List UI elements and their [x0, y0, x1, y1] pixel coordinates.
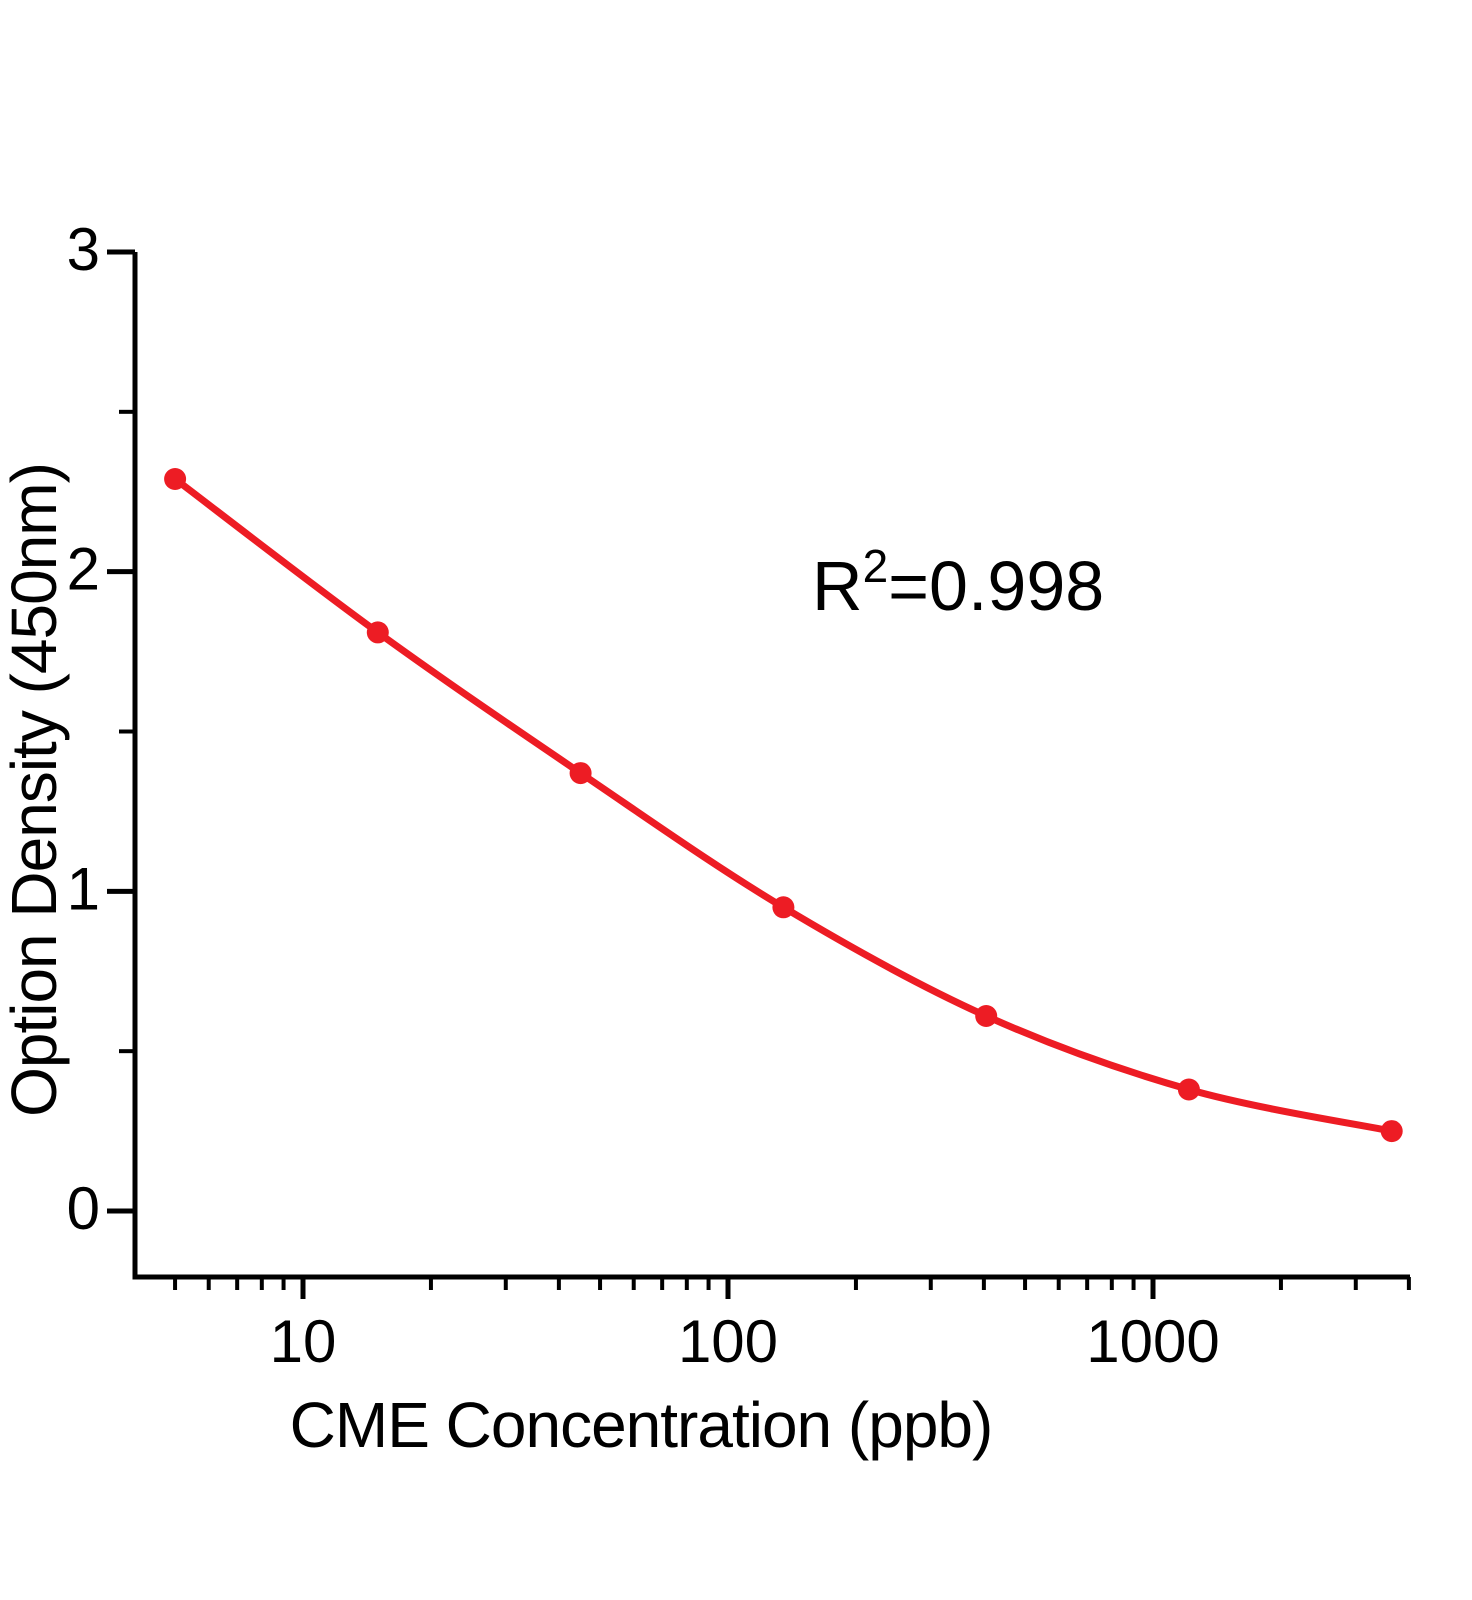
y-axis-ticks [107, 249, 135, 1214]
y-tick-label: 3 [67, 216, 100, 283]
x-axis-ticks [173, 1277, 1411, 1299]
r-squared-value: =0.998 [888, 547, 1104, 625]
data-point-marker [366, 621, 389, 644]
data-point-marker [772, 896, 795, 919]
r-squared-base: R [812, 547, 863, 625]
y-tick-label: 2 [67, 536, 100, 603]
y-tick-label: 0 [67, 1175, 100, 1242]
y-tick-label: 1 [67, 855, 100, 922]
x-tick-labels: 10 100 1000 [270, 1308, 1220, 1375]
x-axis-title: CME Concentration (ppb) [290, 1389, 993, 1461]
x-tick-label: 100 [678, 1308, 778, 1375]
data-point-marker [164, 468, 187, 490]
r-squared-annotation: R2=0.998 [812, 540, 1104, 625]
y-axis: 0 1 2 3 [67, 216, 138, 1280]
y-tick-labels: 0 1 2 3 [67, 216, 100, 1242]
r-squared-exponent: 2 [863, 540, 889, 592]
data-point-marker [1177, 1078, 1200, 1101]
data-point-markers [164, 468, 1403, 1143]
x-tick-label: 1000 [1086, 1308, 1219, 1375]
y-axis-title: Option Density (450nm) [0, 463, 70, 1117]
x-axis: 10 100 1000 [132, 1274, 1411, 1375]
data-point-marker [569, 762, 592, 785]
data-point-marker [975, 1005, 998, 1027]
data-series [164, 468, 1403, 1143]
data-point-marker [1380, 1120, 1403, 1143]
fit-curve-line [171, 475, 1396, 1135]
x-tick-label: 10 [270, 1308, 337, 1375]
